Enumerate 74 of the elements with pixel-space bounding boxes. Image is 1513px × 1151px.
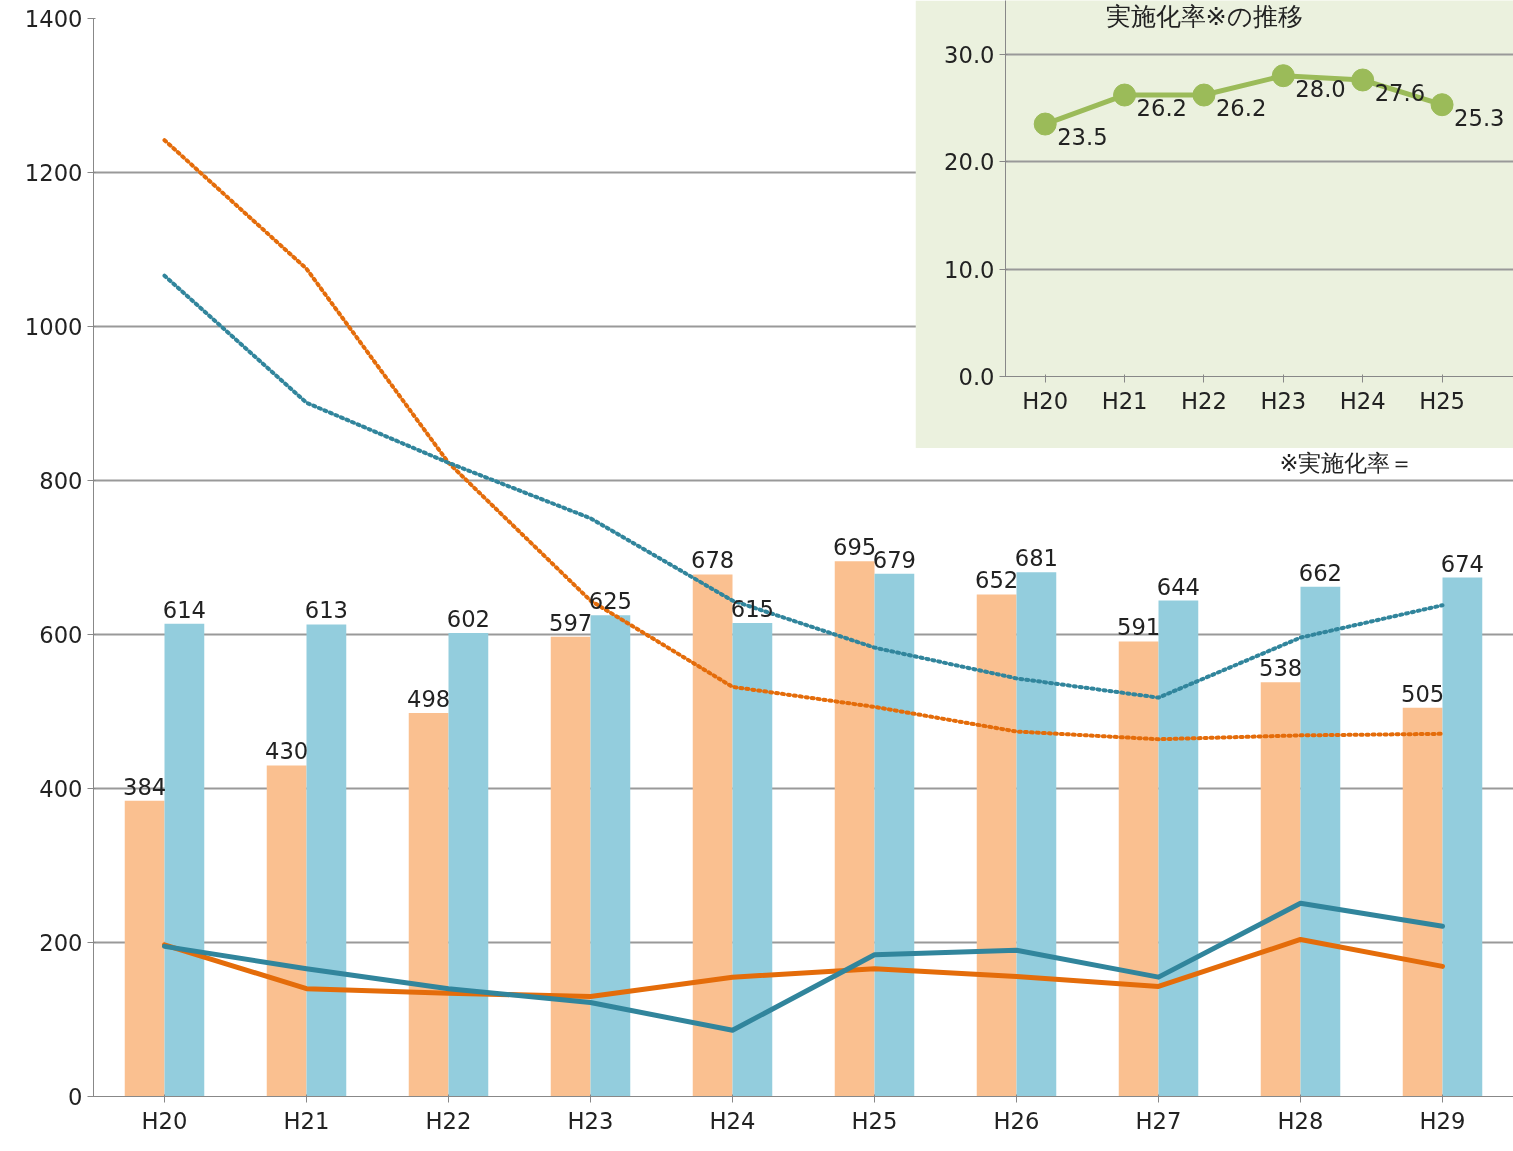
bar xyxy=(550,636,591,1097)
bar xyxy=(1442,577,1483,1097)
data-label: 591 xyxy=(1117,614,1161,641)
x-tick-label: H27 xyxy=(1135,1107,1182,1134)
annotation: ※実施化率＝ xyxy=(1279,449,1414,476)
data-label: 614 xyxy=(162,596,207,623)
data-label: 25.3 xyxy=(1454,104,1505,131)
y-tick-label: 10.0 xyxy=(944,256,995,283)
x-tick-label: H20 xyxy=(1022,387,1069,414)
y-tick-label: 400 xyxy=(39,776,83,802)
data-label: 602 xyxy=(446,605,491,632)
data-label: 662 xyxy=(1298,559,1343,586)
x-tick-label: H28 xyxy=(1277,1107,1324,1134)
point xyxy=(1033,112,1057,136)
bar xyxy=(164,623,205,1097)
x-tick-label: H29 xyxy=(1419,1107,1466,1134)
bar xyxy=(124,800,165,1097)
point xyxy=(1351,68,1375,92)
x-tick-label: H23 xyxy=(567,1107,614,1134)
y-tick-label: 200 xyxy=(39,930,83,956)
data-label: 613 xyxy=(304,597,349,624)
x-tick-label: H23 xyxy=(1260,387,1307,414)
bar xyxy=(1402,707,1443,1097)
data-label: 26.2 xyxy=(1215,95,1267,122)
data-label: 678 xyxy=(691,547,735,574)
x-tick-label: H25 xyxy=(851,1107,898,1134)
bar xyxy=(874,573,915,1097)
bar xyxy=(448,632,489,1097)
y-tick-label: 30.0 xyxy=(944,41,995,68)
y-tick-label: 1400 xyxy=(24,6,83,32)
point xyxy=(1271,64,1295,88)
x-tick-label: H21 xyxy=(1101,387,1148,414)
data-label: 384 xyxy=(123,773,167,800)
x-tick-label: H24 xyxy=(709,1107,756,1134)
point xyxy=(1113,83,1137,107)
y-tick-label: 1200 xyxy=(24,160,83,186)
y-tick-label: 0 xyxy=(68,1084,83,1110)
bar xyxy=(692,574,733,1097)
y-tick-label: 20.0 xyxy=(944,149,995,176)
bar xyxy=(976,594,1017,1097)
point xyxy=(1430,93,1454,117)
x-tick-label: H21 xyxy=(283,1107,330,1134)
data-label: 23.5 xyxy=(1057,124,1108,151)
bar xyxy=(732,622,773,1097)
x-tick-label: H22 xyxy=(1181,387,1227,414)
y-tick-label: 800 xyxy=(39,468,83,494)
bar xyxy=(590,615,631,1097)
data-label: 505 xyxy=(1401,680,1445,707)
bar xyxy=(266,765,307,1097)
data-label: 26.2 xyxy=(1136,95,1188,122)
y-tick-label: 600 xyxy=(39,622,83,648)
bar xyxy=(1260,682,1301,1097)
data-label: 538 xyxy=(1259,655,1303,682)
data-label: 430 xyxy=(265,738,309,765)
point xyxy=(1192,83,1216,107)
bar xyxy=(1016,572,1057,1097)
data-label: 674 xyxy=(1440,550,1485,577)
data-label: 28.0 xyxy=(1295,75,1346,102)
x-tick-label: H25 xyxy=(1419,387,1465,414)
x-tick-label: H20 xyxy=(141,1107,188,1134)
data-label: 498 xyxy=(407,686,451,713)
bar xyxy=(408,713,449,1097)
chart-title: 実施化率※の推移 xyxy=(1105,0,1303,31)
y-tick-label: 0.0 xyxy=(958,364,995,390)
bar xyxy=(1118,641,1159,1097)
x-tick-label: H24 xyxy=(1339,387,1386,414)
bar xyxy=(306,624,347,1097)
y-tick-label: 1000 xyxy=(24,314,83,340)
bar xyxy=(1158,600,1199,1097)
bar xyxy=(834,561,875,1097)
x-tick-label: H22 xyxy=(425,1107,472,1134)
data-label: 644 xyxy=(1156,573,1201,600)
bar xyxy=(1300,586,1341,1097)
x-tick-label: H26 xyxy=(993,1107,1040,1134)
